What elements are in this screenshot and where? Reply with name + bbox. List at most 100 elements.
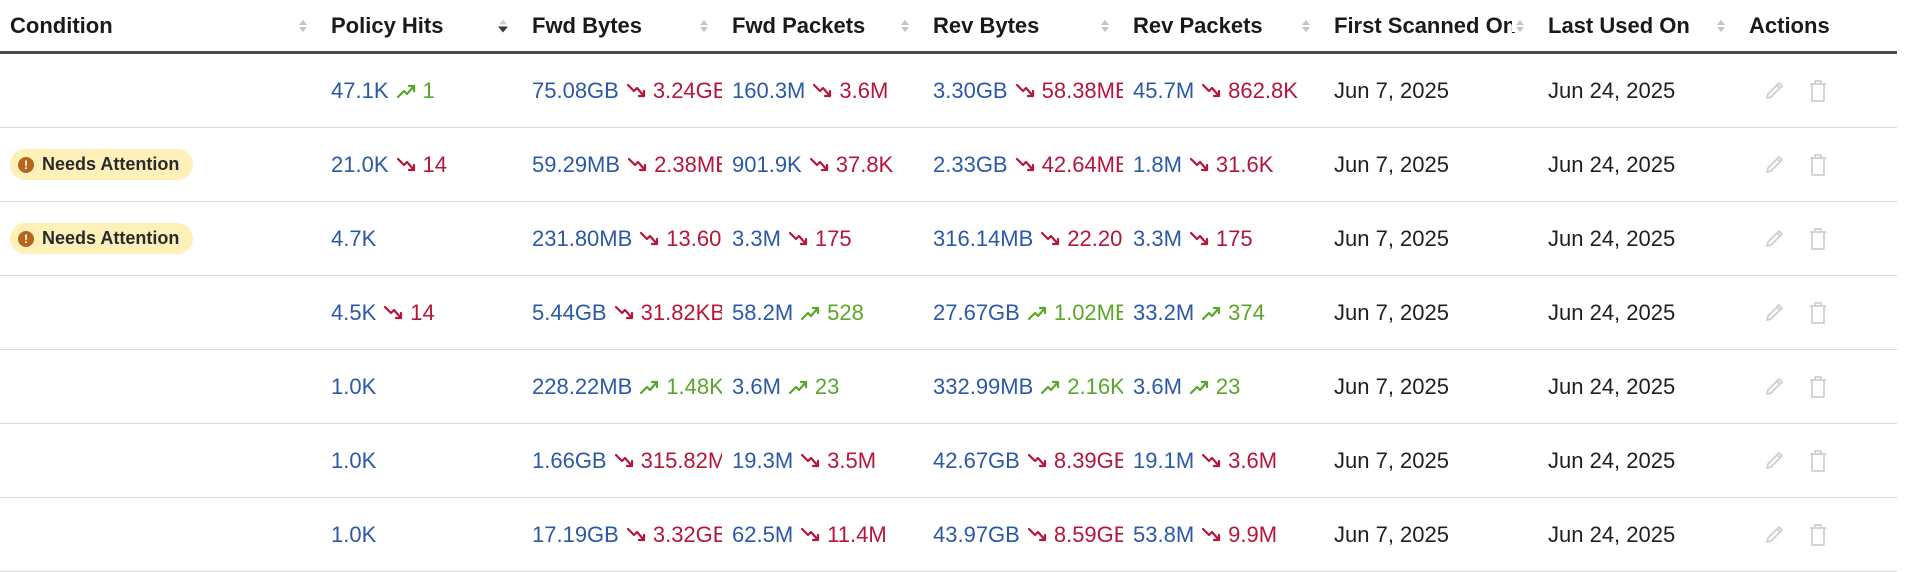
column-header-rev-packets[interactable]: Rev Packets — [1123, 0, 1324, 51]
metric-value: 228.22MB — [532, 373, 633, 399]
fwd-bytes-cell: 5.44GB 31.82KB — [522, 276, 722, 349]
metric-value: 3.3M — [1133, 225, 1182, 251]
policy-hits-cell: 1.0K — [321, 424, 522, 497]
pencil-icon[interactable] — [1763, 228, 1785, 250]
last-used-date: Jun 24, 2025 — [1548, 521, 1676, 547]
metric-value: 33.2M — [1133, 299, 1195, 325]
trash-icon[interactable] — [1807, 153, 1829, 177]
pencil-icon[interactable] — [1763, 80, 1785, 102]
metric-value: 21.0K — [331, 151, 389, 177]
last-used-cell: Jun 24, 2025 — [1538, 202, 1739, 275]
metric-value: 43.97GB — [933, 521, 1020, 547]
trend-up-icon — [396, 84, 415, 98]
last-used-date: Jun 24, 2025 — [1548, 225, 1676, 251]
rev-packets-cell: 1.8M 31.6K — [1123, 128, 1324, 201]
pencil-icon[interactable] — [1763, 302, 1785, 324]
trash-icon[interactable] — [1807, 79, 1829, 103]
trend-indicator: 175 — [1189, 226, 1253, 252]
column-header-policy-hits[interactable]: Policy Hits — [321, 0, 522, 51]
table-row[interactable]: 47.1K 1 75.08GB 3.24GB 160.3M 3.6M 3.30GB 58… — [0, 54, 1897, 128]
actions-cell — [1739, 350, 1897, 423]
metric-value: 4.7K — [331, 225, 377, 251]
sort-icon[interactable] — [1717, 19, 1725, 32]
column-header-label: Rev Packets — [1133, 12, 1263, 38]
metric-value: 17.19GB — [532, 521, 619, 547]
metric-value: 19.1M — [1133, 447, 1195, 473]
trend-down-icon — [801, 453, 820, 467]
trend-up-icon — [640, 380, 659, 394]
column-header-last-used-on[interactable]: Last Used On — [1538, 0, 1739, 51]
metric-value: 4.5K — [331, 299, 377, 325]
metric-value: 47.1K — [331, 77, 389, 103]
column-header-fwd-packets[interactable]: Fwd Packets — [722, 0, 923, 51]
trash-icon[interactable] — [1807, 449, 1829, 473]
rev-bytes-cell: 3.30GB 58.38MB — [923, 54, 1123, 127]
column-header-label: Condition — [10, 12, 113, 38]
trend-up-icon — [1027, 306, 1046, 320]
column-header-label: Rev Bytes — [933, 12, 1040, 38]
trend-indicator: 3.6M — [1202, 448, 1277, 474]
trend-delta: 374 — [1228, 299, 1265, 325]
trend-down-icon — [1027, 453, 1046, 467]
trend-down-icon — [1015, 83, 1034, 97]
last-used-date: Jun 24, 2025 — [1548, 447, 1676, 473]
column-header-first-scanned-on[interactable]: First Scanned On — [1324, 0, 1538, 51]
trend-indicator: 23 — [788, 373, 840, 400]
metric-value: 901.9K — [732, 151, 802, 177]
condition-cell: ! Needs Attention — [0, 128, 321, 201]
trend-delta: 31.6K — [1215, 151, 1274, 177]
trend-indicator: 175 — [788, 226, 852, 252]
sort-icon[interactable] — [901, 19, 909, 32]
trend-delta: 23 — [814, 373, 840, 399]
metric-value: 75.08GB — [532, 77, 619, 103]
trend-down-icon — [813, 83, 832, 97]
sort-icon[interactable] — [700, 19, 708, 32]
rev-bytes-cell: 316.14MB 22.20MB — [923, 202, 1123, 275]
trash-icon[interactable] — [1807, 523, 1829, 547]
trend-up-icon — [1202, 306, 1221, 320]
trend-delta: 1 — [422, 77, 435, 103]
column-header-rev-bytes[interactable]: Rev Bytes — [923, 0, 1123, 51]
trend-delta: 23 — [1215, 373, 1241, 399]
badge-label: Needs Attention — [42, 154, 180, 174]
policy-hits-cell: 4.7K — [321, 202, 522, 275]
table-row[interactable]: ! Needs Attention 4.7K 231.80MB 13.60MB 3.… — [0, 202, 1897, 276]
table-row[interactable]: 1.0K 228.22MB 1.48KB 3.6M 23 332.99MB 2.16K… — [0, 350, 1897, 424]
pencil-icon[interactable] — [1763, 376, 1785, 398]
pencil-icon[interactable] — [1763, 524, 1785, 546]
last-used-cell: Jun 24, 2025 — [1538, 350, 1739, 423]
table-body: 47.1K 1 75.08GB 3.24GB 160.3M 3.6M 3.30GB 58… — [0, 54, 1897, 572]
column-header-fwd-bytes[interactable]: Fwd Bytes — [522, 0, 722, 51]
rev-bytes-cell: 2.33GB 42.64MB — [923, 128, 1123, 201]
first-scanned-cell: Jun 7, 2025 — [1324, 202, 1538, 275]
trash-icon[interactable] — [1807, 375, 1829, 399]
sort-icon[interactable] — [1512, 19, 1524, 32]
table-row[interactable]: 4.5K 14 5.44GB 31.82KB 58.2M 528 27.67GB 1.0… — [0, 276, 1897, 350]
condition-cell: ! Needs Attention — [0, 202, 321, 275]
trend-indicator: 315.82MB — [614, 448, 722, 474]
trash-icon[interactable] — [1807, 227, 1829, 251]
table-row[interactable]: 1.0K 17.19GB 3.32GB 62.5M 11.4M 43.97GB 8.5… — [0, 498, 1897, 572]
trend-indicator: 42.64MB — [1015, 152, 1123, 178]
trend-delta: 3.6M — [1228, 447, 1278, 473]
condition-cell — [0, 424, 321, 497]
column-header-label: Fwd Packets — [732, 12, 866, 38]
trend-indicator: 1.48KB — [640, 374, 722, 400]
sort-desc-icon[interactable] — [498, 19, 508, 32]
trash-icon[interactable] — [1807, 301, 1829, 325]
trend-delta: 3.5M — [827, 447, 877, 473]
pencil-icon[interactable] — [1763, 154, 1785, 176]
sort-icon[interactable] — [1302, 19, 1310, 32]
table-row[interactable]: 1.0K 1.66GB 315.82MB 19.3M 3.5M 42.67GB 8.3… — [0, 424, 1897, 498]
pencil-icon[interactable] — [1763, 450, 1785, 472]
column-header-condition[interactable]: Condition — [0, 0, 321, 51]
sort-icon[interactable] — [299, 19, 307, 32]
trend-down-icon — [628, 157, 647, 171]
sort-icon[interactable] — [1101, 19, 1109, 32]
trend-indicator: 3.24GB — [626, 78, 722, 104]
fwd-packets-cell: 58.2M 528 — [722, 276, 923, 349]
metric-value: 53.8M — [1133, 521, 1195, 547]
condition-cell — [0, 498, 321, 571]
fwd-bytes-cell: 231.80MB 13.60MB — [522, 202, 722, 275]
table-row[interactable]: ! Needs Attention 21.0K 14 59.29MB 2.38MB 9… — [0, 128, 1897, 202]
